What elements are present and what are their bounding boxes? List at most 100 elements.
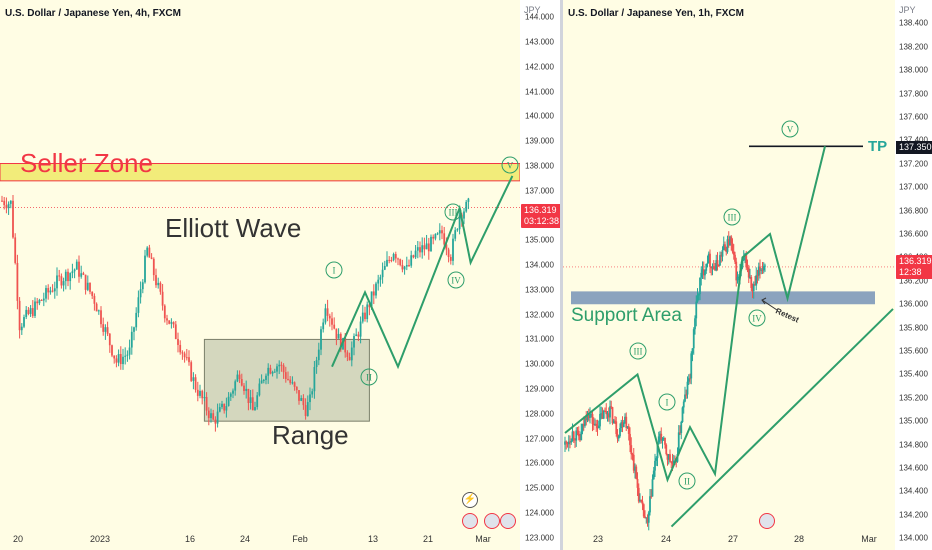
time-tick-label: Mar [475,534,491,544]
candle-body [86,282,89,290]
candle-body [687,378,690,382]
last-price-4h: 136.319 [524,205,557,215]
candle-body [361,312,364,322]
candle-body [711,266,714,269]
candle-body [106,327,109,334]
candle-body [452,238,454,261]
candle-body [225,406,228,411]
price-tick-label: 137.200 [899,159,928,169]
wave-label-i: I [333,266,336,276]
price-tick-label: 129.000 [525,384,554,394]
candle-body [686,381,689,395]
candle-body [430,236,432,252]
candle-body [595,423,598,426]
candle-body [732,251,735,255]
candle-body [29,308,32,314]
elliott-wave-line [564,146,826,483]
candle-body [572,431,575,439]
candle-body [660,433,663,441]
candle-body [756,275,759,277]
candle-body [221,403,223,408]
candle-body [401,264,404,270]
tp-label: TP [868,138,888,155]
price-tick-label: 134.600 [899,463,928,473]
candle-body [348,356,351,361]
wave-label-v: V [507,161,514,171]
candle-body [357,334,360,337]
candle-body [615,421,618,435]
candle-body [707,253,710,263]
flag-icon[interactable] [484,513,500,529]
candle-body [438,230,441,234]
wave-label-iii-circle [629,342,647,360]
candle-body [350,347,353,361]
candle-body [168,320,171,324]
candle-body [700,272,703,278]
candle-body [616,434,619,439]
candle-body [706,262,709,264]
price-tick-label: 139.000 [525,136,554,146]
countdown-4h: 03:12:38 [524,216,560,226]
candle-body [60,276,63,286]
lightning-icon[interactable]: ⚡ [462,492,478,508]
candle-body [635,466,638,479]
candle-body [38,299,41,304]
candle-body [639,499,641,502]
price-tick-label: 131.000 [525,334,554,344]
candle-body [111,345,113,356]
price-tick-label: 124.000 [525,508,554,518]
candle-body [714,268,716,271]
candle-body [580,431,583,441]
candle-body [463,211,465,219]
candle-body [273,371,276,373]
price-tick-label: 123.000 [525,533,554,543]
flag-icon[interactable] [759,513,775,529]
candle-body [416,247,419,251]
panel-divider[interactable] [560,0,563,550]
candle-body [280,364,283,366]
candle-body [586,415,589,421]
candle-body [23,317,25,327]
chart-panel-4h[interactable]: I II III IV V U.S. Dollar / Japanese Yen, 4h… [0,0,520,550]
last-price-tag-1h: 136.319 12:38 [896,255,932,279]
candle-body [725,246,728,252]
candle-body [139,289,142,298]
time-tick-label: 27 [727,534,739,544]
candle-body [751,287,754,291]
candle-body [311,391,314,395]
candle-body [27,309,30,314]
candle-body [375,283,377,296]
candle-body [298,390,300,401]
candle-body [53,288,56,292]
candle-body [386,259,388,267]
chart-panel-1h[interactable]: I II III III IV V U.S. Dollar / Japanese Yen,… [563,0,895,550]
price-axis-4h[interactable]: JPY 144.000 143.000 142.000 141.000 140.000 1… [520,0,560,550]
candle-body [761,269,764,271]
candle-body [645,517,648,519]
candle-body [684,394,686,402]
candle-body [84,274,87,290]
candle-body [293,382,296,387]
flag-icon[interactable] [500,513,516,529]
candle-body [734,254,736,262]
candle-body [113,355,116,359]
candle-body [742,257,745,260]
candle-body [388,259,391,261]
candle-body [58,275,61,277]
wave-label-v-circle [501,156,519,174]
candle-body [40,299,43,301]
candle-body [701,269,704,273]
time-tick-label: 28 [793,534,805,544]
flag-icon[interactable] [462,513,478,529]
candle-body [636,478,639,488]
candle-body [405,264,408,267]
candle-body [412,255,415,258]
candle-body [717,265,720,267]
price-tick-label: 134.200 [899,510,928,520]
candle-body [605,411,608,415]
candle-body [423,245,426,250]
candle-body [606,413,609,415]
candle-body [410,255,413,266]
